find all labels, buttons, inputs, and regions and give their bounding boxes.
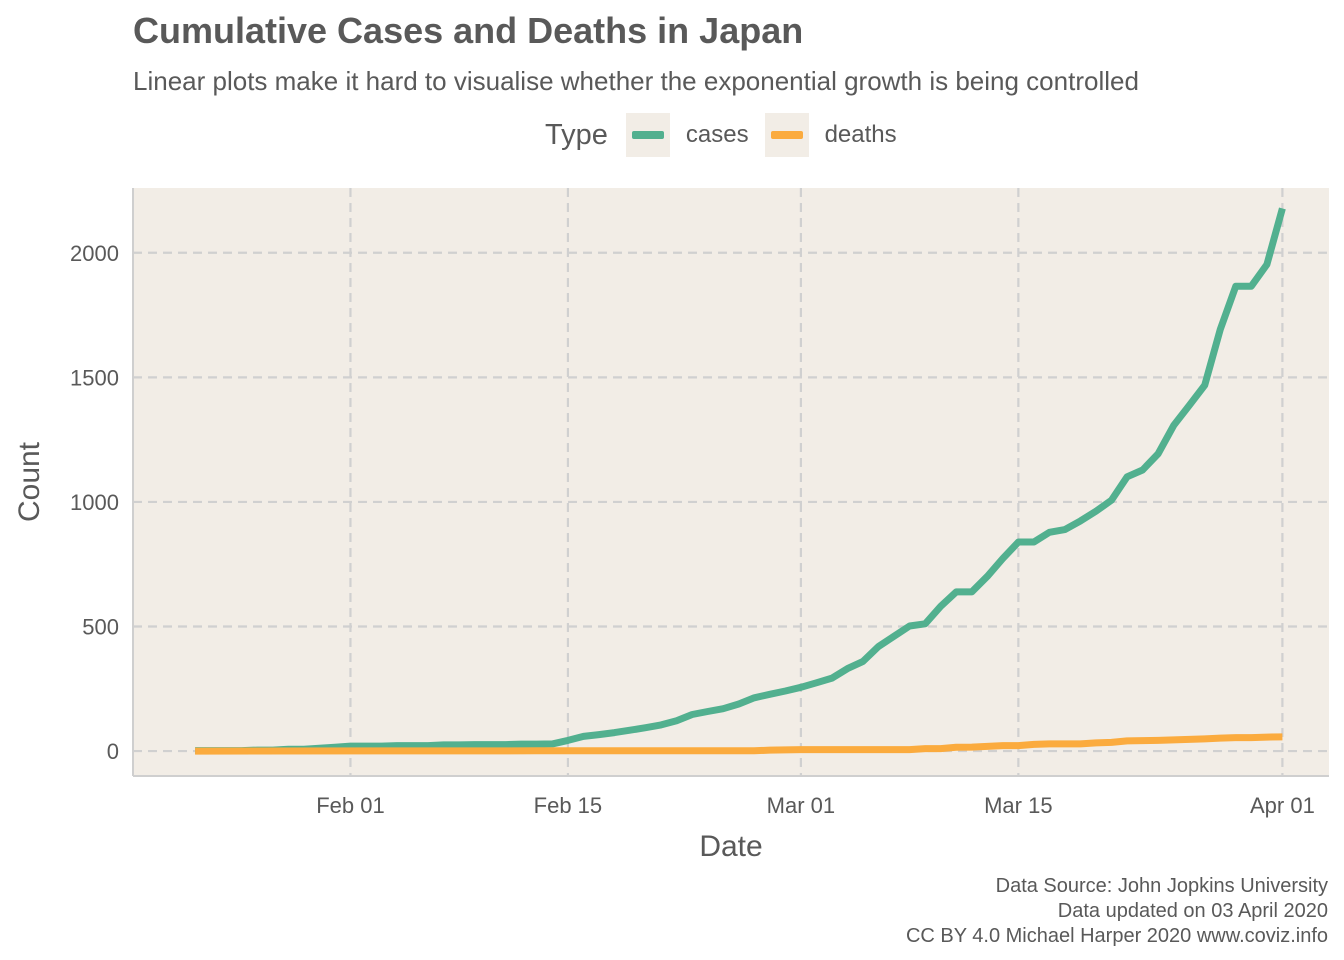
y-axis-title: Count — [13, 441, 46, 522]
y-tick-label: 500 — [82, 615, 119, 640]
x-tick-label: Mar 15 — [984, 793, 1052, 818]
legend-title: Type — [545, 118, 608, 151]
legend-key-deaths — [764, 113, 809, 157]
legend-swatch-cases — [631, 131, 664, 139]
chart-subtitle: Linear plots make it hard to visualise w… — [133, 66, 1139, 96]
x-tick-label: Feb 01 — [316, 793, 385, 818]
legend: Type cases deaths — [545, 112, 913, 158]
caption-data-updated: Data updated on 03 April 2020 — [1057, 900, 1328, 922]
legend-swatch-deaths — [770, 131, 803, 139]
caption-license: CC BY 4.0 Michael Harper 2020 www.coviz.… — [905, 925, 1328, 947]
legend-key-cases — [625, 113, 670, 157]
y-tick-label: 0 — [107, 739, 119, 764]
caption-data-source: Data Source: John Jopkins University — [995, 875, 1328, 897]
legend-label-deaths: deaths — [824, 121, 897, 148]
y-tick-label: 1500 — [70, 365, 119, 390]
series-line-cases — [195, 207, 1286, 755]
x-tick-label: Apr 01 — [1250, 793, 1315, 818]
x-tick-label: Feb 15 — [534, 793, 603, 818]
series-line-deaths — [195, 733, 1283, 755]
panel-background — [133, 188, 1329, 776]
x-axis-title: Date — [699, 830, 762, 863]
y-tick-label: 1000 — [70, 490, 119, 515]
x-tick-label: Mar 01 — [767, 793, 835, 818]
chart-title: Cumulative Cases and Deaths in Japan — [133, 10, 804, 51]
caption: Data Source: John Jopkins University Dat… — [906, 874, 1328, 949]
y-tick-label: 2000 — [70, 241, 119, 266]
legend-label-cases: cases — [685, 121, 749, 148]
